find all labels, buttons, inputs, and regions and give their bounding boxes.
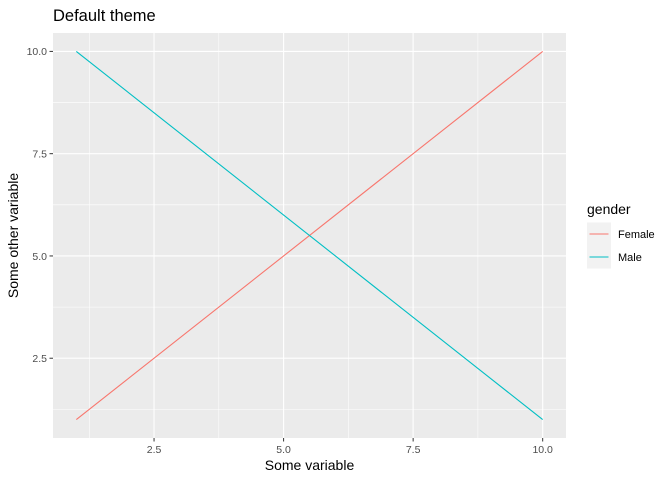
- legend-title: gender: [587, 201, 631, 217]
- y-tick-label: 10.0: [27, 46, 48, 58]
- minor-gridlines: [53, 33, 566, 438]
- y-axis-label: Some other variable: [5, 173, 21, 299]
- x-tick-label: 2.5: [147, 444, 162, 456]
- legend-label-male: Male: [618, 252, 642, 264]
- y-tick-label: 2.5: [32, 353, 47, 365]
- x-tick-label: 5.0: [276, 444, 291, 456]
- legend-label-female: Female: [618, 229, 655, 241]
- y-axis: 2.5 5.0 7.5 10.0: [27, 46, 53, 365]
- series-line-male: [75, 50, 544, 421]
- x-axis-label: Some variable: [265, 457, 355, 473]
- major-gridlines: [53, 33, 566, 438]
- chart-title: Default theme: [53, 7, 156, 25]
- x-tick-label: 7.5: [406, 444, 421, 456]
- y-tick-label: 5.0: [32, 251, 47, 263]
- x-axis: 2.5 5.0 7.5 10.0: [147, 438, 553, 456]
- x-tick-label: 10.0: [532, 444, 553, 456]
- y-tick-label: 7.5: [32, 148, 47, 160]
- series-lines: [75, 50, 544, 421]
- legend: gender Female Male: [587, 201, 655, 269]
